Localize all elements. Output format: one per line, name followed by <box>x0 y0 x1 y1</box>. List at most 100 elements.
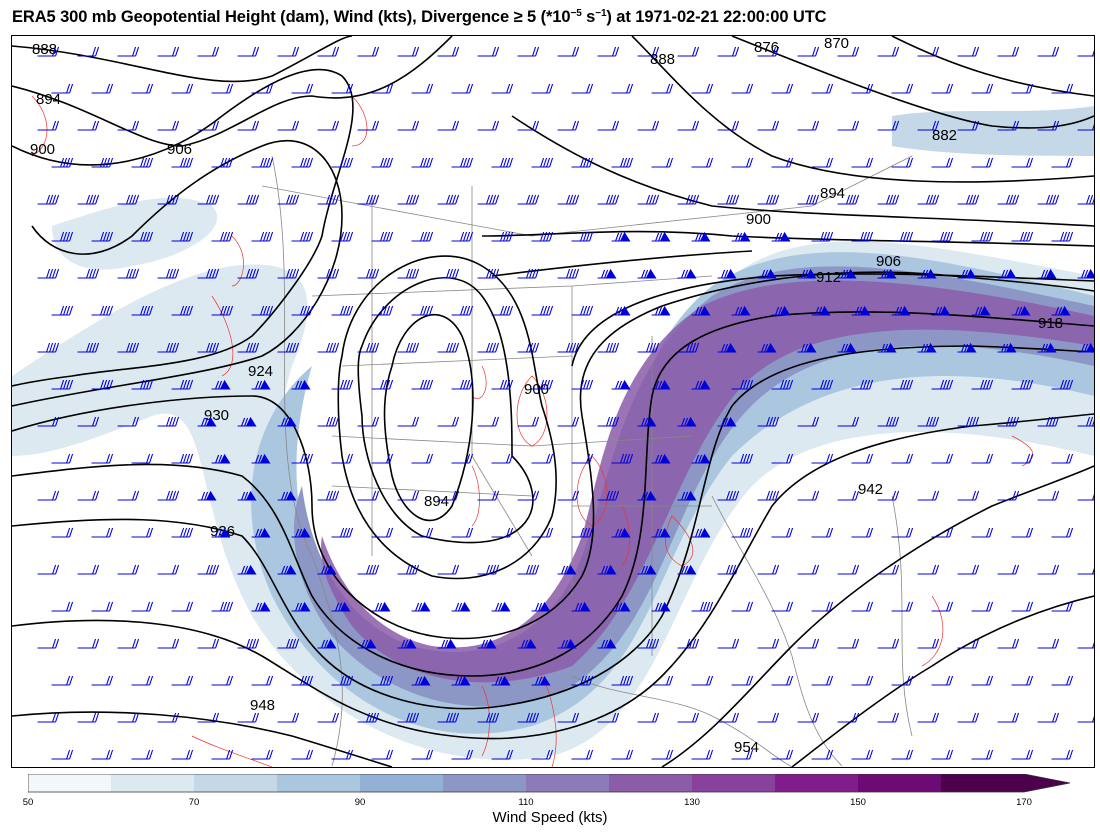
wind-barb <box>677 120 700 131</box>
wind-barb <box>397 120 420 131</box>
contour-label: 906 <box>876 253 901 270</box>
wind-barb <box>717 638 740 649</box>
wind-barb <box>317 194 340 205</box>
wind-barb <box>731 305 751 316</box>
wind-barb <box>437 490 460 501</box>
wind-barb <box>757 638 780 649</box>
wind-barb <box>1011 379 1034 390</box>
wind-barb <box>797 416 820 427</box>
wind-barb <box>237 120 260 131</box>
wind-barb <box>331 157 354 168</box>
wind-barb <box>51 675 74 686</box>
wind-barb <box>931 305 951 316</box>
wind-barb <box>597 268 617 279</box>
wind-barb <box>1037 194 1060 205</box>
wind-barb <box>1037 638 1060 649</box>
colorbar-label: Wind Speed (kts) <box>492 809 608 826</box>
wind-barb <box>691 83 714 94</box>
wind-barb <box>397 268 420 279</box>
wind-barb <box>971 749 994 760</box>
wind-barb <box>1037 46 1060 57</box>
wind-barb <box>51 601 74 612</box>
wind-barb <box>117 268 140 279</box>
wind-barb <box>651 157 674 168</box>
wind-barb <box>997 342 1017 353</box>
wind-barb <box>171 305 194 316</box>
wind-barb <box>931 601 954 612</box>
wind-barb <box>771 83 794 94</box>
wind-barb <box>771 749 794 760</box>
wind-barb <box>677 564 697 575</box>
wind-barb <box>211 749 234 760</box>
wind-barb <box>477 490 500 501</box>
wind-barb <box>237 268 260 279</box>
wind-barb <box>931 231 954 242</box>
wind-barb <box>691 379 711 390</box>
wind-barb <box>277 194 300 205</box>
colorbar-extend-arrow <box>1024 774 1070 792</box>
wind-barb <box>331 305 354 316</box>
wind-barb <box>251 675 274 686</box>
wind-barb <box>797 342 817 353</box>
wind-barb <box>77 416 100 427</box>
wind-barb <box>251 749 274 760</box>
wind-barb <box>117 490 140 501</box>
wind-barb <box>1051 231 1074 242</box>
wind-barb <box>77 46 100 57</box>
wind-barb <box>917 268 937 279</box>
wind-barb <box>971 157 994 168</box>
wind-barb <box>797 194 820 205</box>
wind-barb <box>597 490 620 501</box>
wind-barb <box>917 46 940 57</box>
wind-barb <box>877 638 900 649</box>
wind-barb <box>571 749 594 760</box>
wind-barb <box>371 749 394 760</box>
wind-barb <box>691 601 714 612</box>
wind-barb <box>451 749 474 760</box>
wind-barb <box>157 416 180 427</box>
colorbar-cell <box>775 774 858 792</box>
wind-barb <box>37 268 60 279</box>
wind-barb <box>997 268 1017 279</box>
wind-barb <box>491 601 511 612</box>
wind-barb <box>637 638 660 649</box>
wind-barb <box>197 712 220 723</box>
wind-barb <box>691 305 711 316</box>
wind-barb <box>677 416 697 427</box>
wind-barb <box>531 231 554 242</box>
wind-barb <box>517 342 540 353</box>
wind-barb <box>1051 527 1074 538</box>
wind-barb <box>531 453 554 464</box>
wind-barb <box>317 638 337 649</box>
wind-barb <box>851 453 874 464</box>
wind-barb <box>997 638 1020 649</box>
colorbar <box>28 774 1071 793</box>
contour-labels: 888 894 900 906 876 870 888 882 894 900 … <box>30 36 1063 756</box>
wind-barb <box>1011 675 1034 686</box>
wind-barb <box>877 120 900 131</box>
wind-barb <box>131 379 154 390</box>
wind-barb <box>571 379 594 390</box>
wind-barb <box>717 268 737 279</box>
contour-label: 930 <box>204 407 229 424</box>
wind-barb <box>757 564 780 575</box>
wind-barbs <box>37 46 1094 760</box>
wind-barb <box>277 490 297 501</box>
wind-barb <box>197 342 220 353</box>
wind-barb <box>611 305 631 316</box>
wind-barb <box>851 601 874 612</box>
wind-barb <box>731 231 751 242</box>
wind-barb <box>877 712 900 723</box>
wind-barb <box>357 712 380 723</box>
wind-barb <box>771 453 794 464</box>
wind-barb <box>277 564 297 575</box>
wind-barb <box>91 601 114 612</box>
wind-barb <box>171 453 194 464</box>
wind-barb <box>237 416 257 427</box>
wind-barb <box>757 712 780 723</box>
wind-barb <box>1077 567 1094 575</box>
wind-barb <box>37 342 60 353</box>
wind-barb <box>211 601 234 612</box>
wind-barb <box>91 379 114 390</box>
wind-barb <box>877 268 897 279</box>
